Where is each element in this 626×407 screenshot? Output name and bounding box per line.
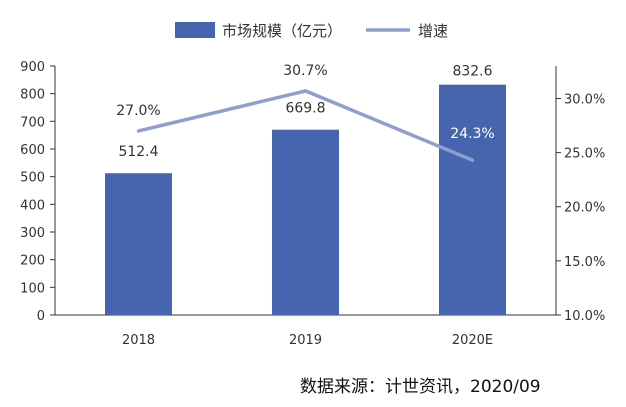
growth-value-label: 30.7%	[283, 63, 327, 79]
legend: 市场规模（亿元） 增速	[175, 22, 448, 40]
growth-point	[471, 158, 474, 162]
bar-value-label: 512.4	[118, 144, 158, 160]
y-right-tick-label: 15.0%	[564, 255, 605, 270]
growth-point	[304, 89, 307, 93]
y-right-tick-label: 25.0%	[564, 147, 605, 162]
y-left-tick-label: 200	[20, 254, 45, 269]
line-series	[136, 89, 475, 162]
legend-swatch-bar	[175, 22, 215, 38]
growth-value-label: 27.0%	[116, 103, 160, 119]
x-tick-label: 2018	[122, 333, 155, 348]
bar-series	[105, 84, 506, 315]
x-tick-label: 2020E	[452, 333, 493, 348]
legend-label-line: 增速	[418, 22, 448, 40]
bar	[272, 129, 339, 315]
bar-value-label: 669.8	[285, 101, 325, 117]
y-left-tick-label: 700	[20, 115, 45, 130]
bar-value-label: 832.6	[452, 64, 492, 80]
y-right-tick-label: 10.0%	[564, 309, 605, 324]
growth-value-label: 24.3%	[450, 126, 494, 142]
y-left-tick-label: 300	[20, 226, 45, 241]
y-left-tick-label: 100	[20, 281, 45, 296]
x-tick-label: 2019	[289, 333, 322, 348]
bar	[439, 84, 506, 315]
growth-point	[137, 129, 140, 133]
bar	[105, 173, 172, 315]
y-left-tick-label: 800	[20, 88, 45, 103]
y-left-tick-label: 500	[20, 171, 45, 186]
y-right-tick-label: 20.0%	[564, 201, 605, 216]
y-left-tick-label: 400	[20, 198, 45, 213]
data-labels: 512.4 669.8 832.6 27.0% 30.7% 24.3%	[116, 63, 494, 160]
y-right-tick-label: 30.0%	[564, 92, 605, 107]
axes: 0 100 200 300 400 500 600 700 800 900 10.0% 15.0% 20…	[20, 60, 605, 348]
y-left-tick-label: 600	[20, 143, 45, 158]
source-note: 数据来源：计世资讯，2020/09	[300, 377, 541, 397]
legend-label-bar: 市场规模（亿元）	[222, 22, 342, 40]
y-left-tick-label: 0	[37, 309, 45, 324]
y-left-tick-label: 900	[20, 60, 45, 75]
